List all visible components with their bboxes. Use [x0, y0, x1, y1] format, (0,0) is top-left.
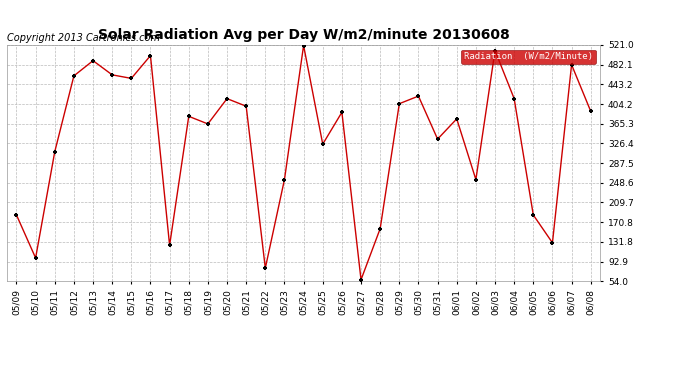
Point	[547, 240, 558, 246]
Point	[279, 177, 290, 183]
Point	[202, 121, 213, 127]
Point	[30, 255, 41, 261]
Text: Copyright 2013 Cartronics.com: Copyright 2013 Cartronics.com	[7, 33, 160, 43]
Point	[107, 72, 118, 78]
Point	[585, 108, 596, 114]
Point	[241, 103, 252, 109]
Point	[184, 113, 195, 119]
Point	[509, 96, 520, 102]
Point	[413, 93, 424, 99]
Point	[317, 141, 328, 147]
Point	[164, 242, 175, 248]
Point	[336, 109, 347, 115]
Title: Solar Radiation Avg per Day W/m2/minute 20130608: Solar Radiation Avg per Day W/m2/minute …	[98, 28, 509, 42]
Point	[260, 265, 271, 271]
Legend: Radiation  (W/m2/Minute): Radiation (W/m2/Minute)	[462, 50, 595, 64]
Point	[489, 48, 500, 54]
Point	[49, 149, 60, 155]
Point	[68, 73, 79, 79]
Point	[145, 53, 156, 58]
Point	[432, 136, 443, 142]
Point	[566, 62, 577, 68]
Point	[221, 96, 233, 102]
Point	[394, 100, 405, 106]
Point	[355, 277, 366, 283]
Point	[298, 42, 309, 48]
Point	[451, 116, 462, 122]
Point	[126, 75, 137, 81]
Point	[471, 177, 482, 183]
Point	[11, 212, 22, 218]
Point	[528, 212, 539, 218]
Point	[375, 226, 386, 232]
Point	[88, 58, 99, 64]
